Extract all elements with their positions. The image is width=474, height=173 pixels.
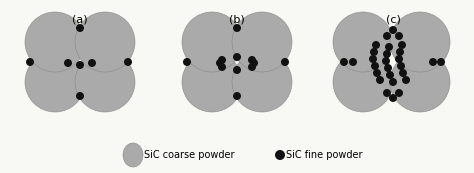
Circle shape [250,59,258,67]
Circle shape [389,94,397,102]
Circle shape [218,63,226,71]
Text: (c): (c) [385,15,401,25]
Circle shape [124,58,132,66]
Circle shape [233,53,241,61]
Ellipse shape [75,12,135,72]
Ellipse shape [182,52,242,112]
Circle shape [275,150,285,160]
Circle shape [233,66,241,74]
Circle shape [218,56,226,64]
Ellipse shape [182,12,242,72]
Circle shape [370,48,378,56]
Circle shape [399,69,407,77]
Circle shape [76,24,84,32]
Circle shape [402,76,410,84]
Circle shape [385,43,393,51]
Circle shape [76,61,84,69]
Circle shape [437,58,445,66]
Circle shape [386,71,394,79]
Circle shape [373,69,381,77]
Text: SiC coarse powder: SiC coarse powder [144,150,235,160]
Circle shape [376,76,384,84]
Circle shape [26,58,34,66]
Circle shape [372,41,380,49]
Ellipse shape [333,52,393,112]
Circle shape [371,62,379,70]
Ellipse shape [25,52,85,112]
Circle shape [398,41,406,49]
Circle shape [395,32,403,40]
Circle shape [383,50,391,58]
Ellipse shape [25,12,85,72]
Ellipse shape [390,12,450,72]
Ellipse shape [75,52,135,112]
Circle shape [369,55,377,63]
Circle shape [183,58,191,66]
Circle shape [88,59,96,67]
Circle shape [384,64,392,72]
Circle shape [395,55,403,63]
Ellipse shape [232,12,292,72]
Circle shape [349,58,357,66]
Circle shape [233,92,241,100]
Circle shape [248,56,256,64]
Ellipse shape [123,143,143,167]
Circle shape [340,58,348,66]
Circle shape [429,58,437,66]
Text: SiC fine powder: SiC fine powder [286,150,363,160]
Text: (b): (b) [229,15,245,25]
Circle shape [248,63,256,71]
Circle shape [383,32,391,40]
Ellipse shape [333,12,393,72]
Circle shape [76,92,84,100]
Circle shape [233,24,241,32]
Circle shape [389,26,397,34]
Circle shape [396,48,404,56]
Circle shape [383,89,391,97]
Circle shape [397,62,405,70]
Circle shape [64,59,72,67]
Ellipse shape [232,52,292,112]
Circle shape [382,57,390,65]
Circle shape [389,78,397,86]
Text: (a): (a) [72,15,88,25]
Circle shape [281,58,289,66]
Circle shape [395,89,403,97]
Circle shape [216,59,224,67]
Ellipse shape [390,52,450,112]
